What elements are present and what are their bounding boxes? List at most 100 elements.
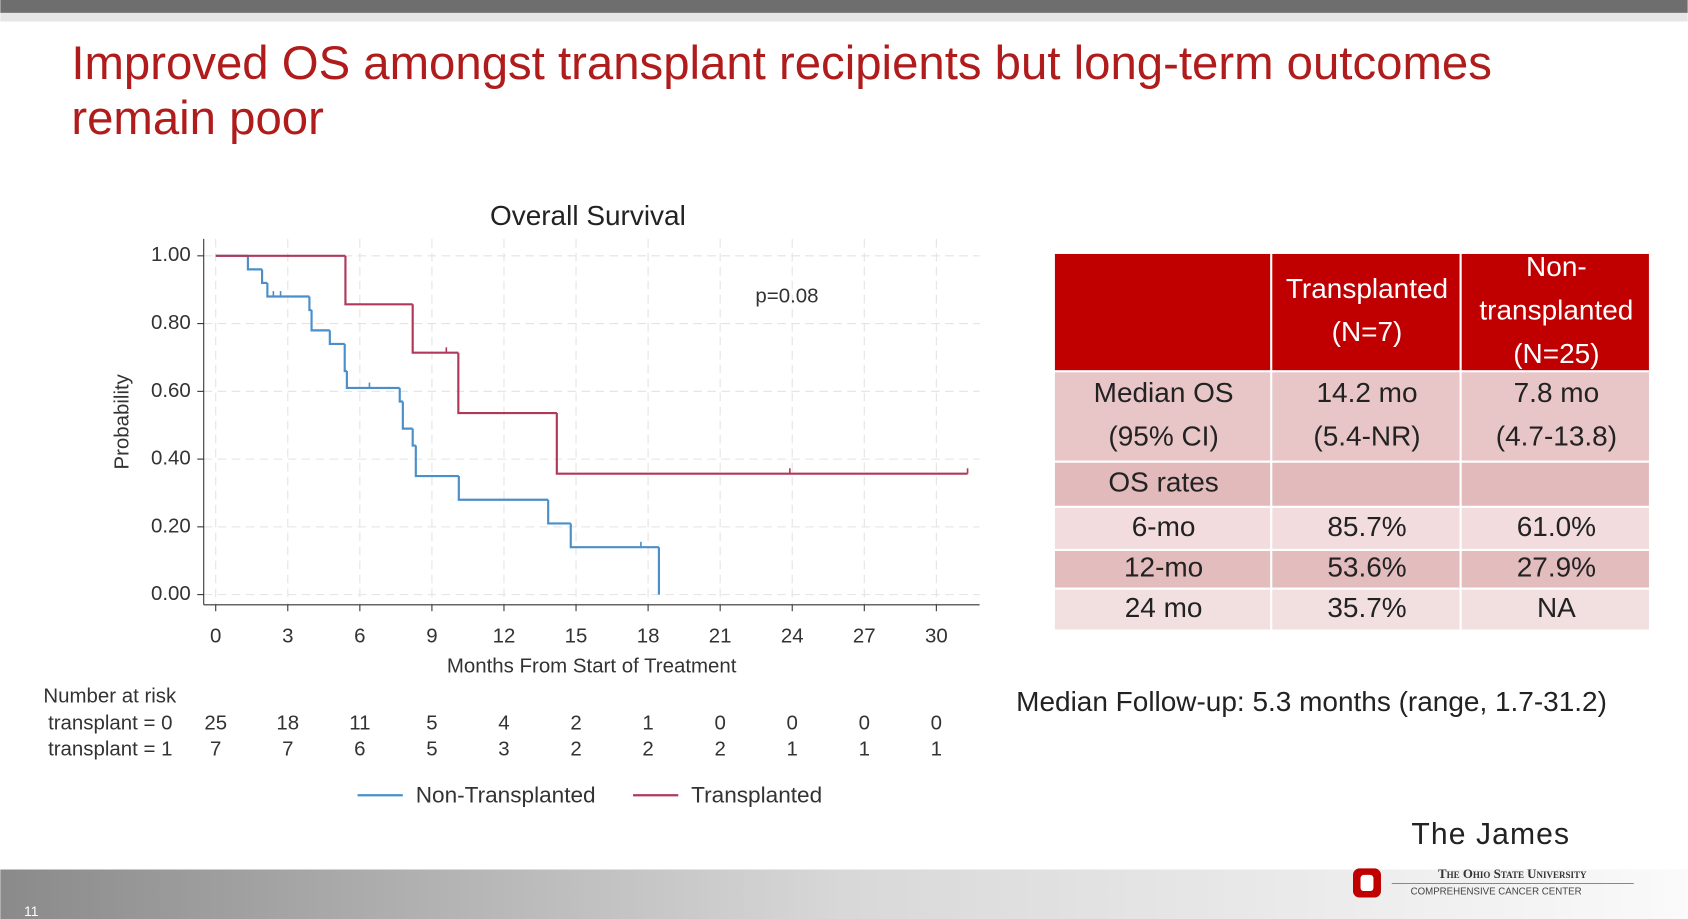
risk-count: 0 (931, 712, 942, 735)
survival-step (345, 371, 400, 390)
table-cell-text: 85.7% (1327, 511, 1406, 542)
table-header-text: (N=7) (1332, 316, 1403, 347)
survival-step (457, 352, 557, 415)
table-header-cell (1461, 253, 1649, 371)
x-tick-label: 18 (637, 624, 660, 647)
table-cell-text: 27.9% (1517, 552, 1596, 583)
x-tick-label: 24 (781, 624, 804, 647)
x-tick-label: 6 (354, 624, 365, 647)
risk-row-label: transplant = 0 (48, 712, 172, 735)
survival-step (266, 282, 310, 298)
table-row-label: OS rates (1108, 467, 1218, 498)
y-tick-label: 0.00 (151, 582, 191, 605)
legend-label: Non-Transplanted (416, 782, 596, 807)
table-cell-text: 61.0% (1517, 511, 1596, 542)
slide-title: remain poor (71, 92, 324, 145)
risk-count: 0 (714, 712, 725, 735)
y-tick-label: 0.60 (151, 379, 191, 402)
table-cell (1461, 589, 1649, 630)
center: Comprehensive Cancer Center (1411, 887, 1582, 898)
table-cell-text: 53.6% (1327, 552, 1406, 583)
university: The Ohio State University (1438, 866, 1587, 881)
table-cell (1272, 507, 1460, 549)
brand: The James (1411, 818, 1570, 851)
survival-step (414, 445, 459, 478)
risk-count: 1 (642, 712, 653, 735)
table-cell (1054, 462, 1271, 506)
risk-count: 6 (354, 737, 365, 760)
risk-count: 11 (349, 712, 370, 735)
risk-count: 5 (426, 712, 437, 735)
survival-step (343, 343, 347, 373)
survival-step (555, 413, 968, 475)
survival-step (344, 255, 413, 306)
survival-step (308, 296, 312, 312)
y-tick-label: 0.80 (151, 311, 191, 334)
table-cell (1461, 507, 1649, 549)
survival-step (457, 476, 549, 501)
survival-step (328, 330, 345, 345)
table-cell (1272, 462, 1460, 506)
x-tick-label: 0 (210, 624, 221, 647)
y-axis-label: Probability (110, 373, 133, 469)
table-cell-text: 7.8 mo (1514, 377, 1600, 408)
table-header-text: Non- (1526, 251, 1587, 282)
x-tick-label: 15 (565, 624, 588, 647)
table-row-label: 12-mo (1124, 552, 1203, 583)
table-cell-text: 14.2 mo (1316, 377, 1417, 408)
table-cell (1054, 589, 1271, 630)
table-cell (1461, 550, 1649, 588)
risk-count: 1 (859, 737, 870, 760)
risk-count: 18 (276, 712, 299, 735)
risk-count: 4 (498, 712, 509, 735)
survival-step (401, 401, 413, 430)
bottom-band (0, 869, 1688, 919)
slide-number: 11 (24, 903, 39, 919)
table-row-label: Median OS (1094, 377, 1234, 408)
risk-count: 0 (787, 712, 798, 735)
risk-count: 2 (570, 737, 581, 760)
top-band-shadow (0, 12, 1688, 22)
x-tick-label: 21 (709, 624, 732, 647)
x-axis-label: Months From Start of Treatment (447, 655, 737, 678)
table-cell (1054, 550, 1271, 588)
risk-count: 25 (204, 712, 227, 735)
risk-row-label: transplant = 1 (48, 737, 172, 760)
risk-count: 1 (787, 737, 798, 760)
risk-title: Number at risk (43, 685, 177, 708)
y-tick-label: 0.20 (151, 514, 191, 537)
y-tick-label: 1.00 (151, 243, 191, 266)
table-header-cell (1054, 253, 1271, 371)
risk-count: 7 (210, 737, 221, 760)
survival-step (547, 499, 571, 525)
risk-count: 2 (642, 737, 653, 760)
table-cell (1272, 550, 1460, 588)
table-cell (1054, 372, 1271, 461)
risk-count: 1 (931, 737, 942, 760)
survival-step (246, 255, 263, 271)
x-tick-label: 9 (426, 624, 437, 647)
risk-count: 2 (570, 712, 581, 735)
annotation: p=0.08 (755, 284, 818, 307)
survival-step (398, 387, 403, 403)
legend-label: Transplanted (691, 782, 822, 807)
table-cell (1461, 372, 1649, 461)
osu-logo (1353, 868, 1634, 898)
table-row-label: 24 mo (1125, 592, 1203, 623)
risk-count: 7 (282, 737, 293, 760)
follow-up: Median Follow-up: 5.3 months (range, 1.7… (1016, 686, 1607, 717)
x-tick-label: 12 (493, 624, 516, 647)
survival-step (310, 310, 330, 332)
x-tick-label: 30 (925, 624, 948, 647)
top-band (0, 0, 1688, 13)
survival-step (261, 269, 268, 285)
y-tick-label: 0.40 (151, 447, 191, 470)
risk-count: 3 (498, 737, 509, 760)
table-header-text: Transplanted (1286, 273, 1448, 304)
chart-title: Overall Survival (490, 200, 686, 231)
risk-count: 0 (859, 712, 870, 735)
x-tick-label: 27 (853, 624, 876, 647)
slide-title: Improved OS amongst transplant recipient… (71, 37, 1492, 90)
